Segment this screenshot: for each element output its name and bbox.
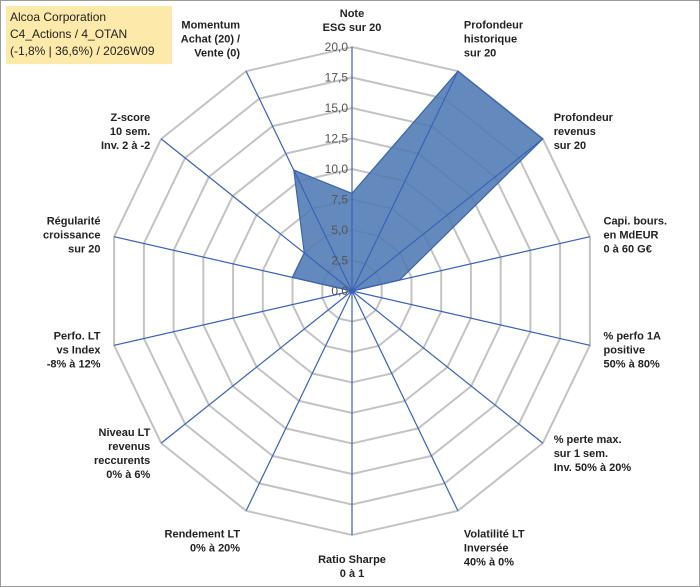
axis-label-line: Momentum bbox=[181, 20, 240, 32]
tick-label: 0,0 bbox=[331, 284, 348, 298]
axis-spoke bbox=[113, 290, 353, 346]
axis-label-line: reccurents bbox=[94, 455, 150, 467]
axis-label-line: sur 20 bbox=[554, 140, 586, 152]
axis-label-line: 10 sem. bbox=[110, 126, 150, 138]
axis-label-line: en MdEUR bbox=[604, 230, 659, 242]
radar-spokes bbox=[113, 47, 591, 535]
axis-label-line: Profondeur bbox=[464, 20, 524, 32]
axis-label-line: 40% à 0% bbox=[464, 556, 514, 568]
tick-label: 12,5 bbox=[325, 132, 349, 146]
title-company: Alcoa Corporation bbox=[10, 10, 107, 24]
axis-label-line: sur 20 bbox=[464, 48, 496, 60]
axis-spoke bbox=[351, 290, 591, 346]
axis-label-line: sur 20 bbox=[68, 244, 100, 256]
axis-label-line: Capi. bours. bbox=[604, 216, 668, 228]
axis-label-line: Perfo. LT bbox=[54, 330, 101, 342]
axis-label-line: Niveau LT bbox=[99, 427, 151, 439]
title-stats: (-1,8% | 36,6%) / 2026W09 bbox=[10, 44, 155, 58]
axis-label-line: Inv. 2 à -2 bbox=[101, 140, 150, 152]
axis-label-line: 0% à 6% bbox=[106, 469, 150, 481]
radar-tick-labels: 0,0 2,5 5,0 7,5 10,0 12,5 15,0 17,5 20,0 bbox=[325, 40, 349, 298]
axis-label: Ratio Sharpe 0 à 1 bbox=[318, 554, 386, 580]
axis-label-line: 50% à 80% bbox=[604, 358, 660, 370]
axis-label: Capi. bours. en MdEUR 0 à 60 G€ bbox=[604, 216, 668, 256]
axis-label-line: croissance bbox=[43, 230, 100, 242]
axis-label-line: Z-score bbox=[111, 112, 151, 124]
axis-label-line: ESG sur 20 bbox=[323, 22, 382, 34]
title-category: C4_Actions / 4_OTAN bbox=[10, 27, 128, 41]
tick-label: 2,5 bbox=[331, 254, 348, 268]
axis-label-line: Rendement LT bbox=[165, 528, 241, 540]
axis-label: Perfo. LT vs Index -8% à 12% bbox=[47, 330, 102, 370]
axis-label-line: revenus bbox=[554, 126, 596, 138]
axis-spoke bbox=[351, 236, 591, 292]
axis-spoke bbox=[351, 138, 544, 292]
axis-label-line: positive bbox=[604, 344, 646, 356]
axis-label-line: 0 à 60 G€ bbox=[604, 244, 652, 256]
tick-label: 15,0 bbox=[325, 101, 349, 115]
axis-label: Niveau LT revenus reccurents 0% à 6% bbox=[94, 427, 151, 481]
axis-label-line: vs Index bbox=[56, 344, 101, 356]
radar-axis-labels: Note ESG sur 20 Profondeur historique sur 20… bbox=[43, 8, 667, 580]
axis-label-line: Inv. 50% à 20% bbox=[554, 462, 632, 474]
axis-label-line: 0 à 1 bbox=[340, 568, 364, 580]
axis-label-line: Profondeur bbox=[554, 112, 614, 124]
axis-spoke bbox=[113, 236, 353, 292]
axis-spoke bbox=[245, 290, 353, 512]
axis-label-line: sur 1 sem. bbox=[554, 448, 608, 460]
axis-label-line: revenus bbox=[108, 441, 150, 453]
axis-label-line: % perfo 1A bbox=[604, 330, 662, 342]
axis-label-line: Inversée bbox=[464, 542, 509, 554]
axis-spoke bbox=[351, 290, 544, 444]
axis-label-line: Volatilité LT bbox=[464, 528, 525, 540]
axis-label: Profondeur historique sur 20 bbox=[464, 20, 524, 60]
axis-label: Régularité croissance sur 20 bbox=[43, 216, 100, 256]
axis-label-line: Ratio Sharpe bbox=[318, 554, 386, 566]
tick-label: 7,5 bbox=[331, 193, 348, 207]
axis-label: Momentum Achat (20) / Vente (0) bbox=[181, 20, 241, 60]
axis-label: Profondeur revenus sur 20 bbox=[554, 112, 614, 152]
axis-label: % perte max. sur 1 sem. Inv. 50% à 20% bbox=[554, 434, 632, 474]
axis-label-line: 0% à 20% bbox=[190, 542, 240, 554]
tick-label: 10,0 bbox=[325, 162, 349, 176]
axis-label-line: -8% à 12% bbox=[47, 358, 101, 370]
axis-spoke bbox=[160, 290, 353, 444]
axis-spoke bbox=[245, 70, 353, 292]
tick-label: 17,5 bbox=[325, 71, 349, 85]
axis-label-line: historique bbox=[464, 34, 517, 46]
axis-label-line: % perte max. bbox=[554, 434, 622, 446]
axis-label: % perfo 1A positive 50% à 80% bbox=[604, 330, 662, 370]
axis-label: Volatilité LT Inversée 40% à 0% bbox=[464, 528, 525, 568]
axis-label-line: Régularité bbox=[47, 216, 101, 228]
axis-spoke bbox=[351, 290, 459, 512]
axis-spoke bbox=[160, 138, 353, 292]
axis-label-line: Vente (0) bbox=[194, 48, 240, 60]
axis-label: Rendement LT 0% à 20% bbox=[165, 528, 241, 554]
axis-label: Z-score 10 sem. Inv. 2 à -2 bbox=[101, 112, 150, 152]
axis-spoke bbox=[351, 70, 459, 292]
tick-label: 20,0 bbox=[325, 40, 349, 54]
axis-label: Note ESG sur 20 bbox=[323, 8, 382, 34]
chart-title-box: Alcoa Corporation C4_Actions / 4_OTAN (-… bbox=[6, 6, 172, 64]
axis-label-line: Achat (20) / bbox=[181, 34, 240, 46]
tick-label: 5,0 bbox=[331, 223, 348, 237]
axis-label-line: Note bbox=[340, 8, 364, 20]
